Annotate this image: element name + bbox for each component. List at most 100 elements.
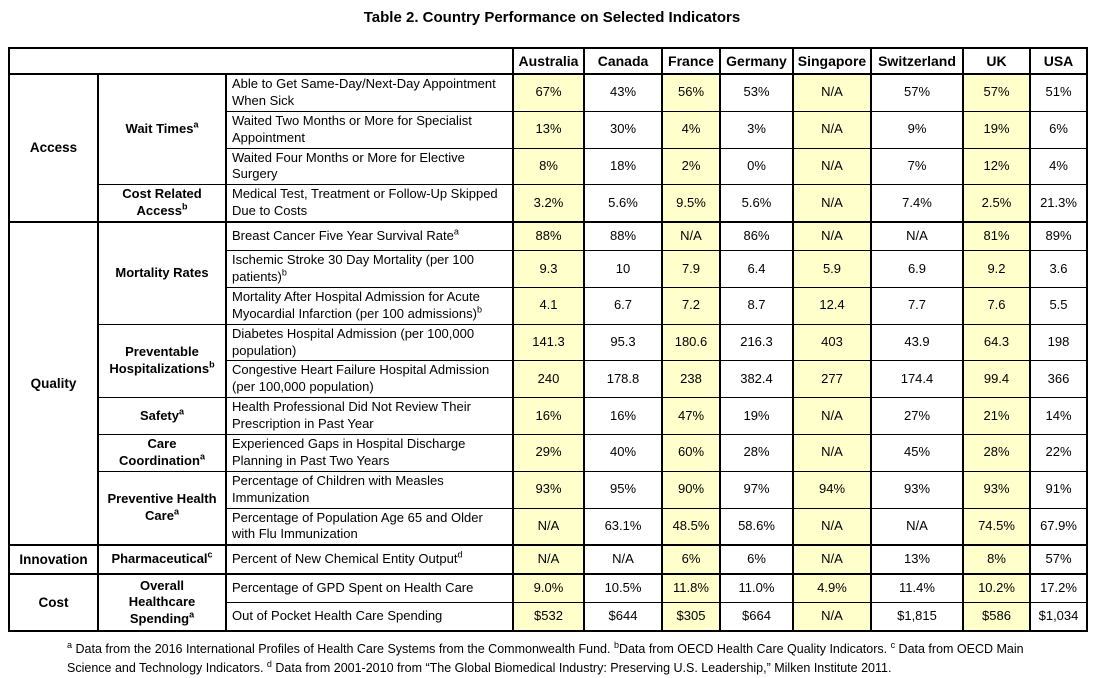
subcategory-cell: Overall Healthcare Spendinga [97,573,227,632]
indicator-cell: Waited Two Months or More for Specialist… [225,110,514,149]
value-cell-france: 7.2 [661,286,721,325]
table-row: Access Wait Timesa Able to Get Same-Day/Ne… [8,72,1088,223]
value-cell-germany: 8.7 [719,286,794,325]
value-cell-australia: 67% [512,72,585,112]
value-cell-germany: 382.4 [719,360,794,399]
subcategory-cell: Mortality Rates [97,221,227,325]
value-cell-australia: 29% [512,434,585,472]
value-cell-singapore: 277 [792,360,872,399]
value-cell-switzerland: 174.4 [870,360,964,399]
table-row: Waited Two Months or More for Specialist… [9,110,1088,149]
value-cell-usa: 198 [1029,323,1088,362]
value-cell-uk: 19% [962,110,1031,149]
value-cell-switzerland: 6.9 [870,250,964,288]
subcategory-cell: Preventable Hospitalizationsb [97,323,227,399]
column-header-germany: Germany [719,47,794,75]
value-cell-canada: $644 [583,602,663,632]
value-cell-france: 56% [661,72,721,112]
value-cell-usa: 89% [1029,221,1088,252]
value-cell-france: 48.5% [661,507,721,546]
value-cell-singapore: N/A [792,184,872,223]
value-cell-uk: 93% [962,470,1031,509]
value-cell-switzerland: 27% [870,397,964,436]
value-cell-canada: 10.5% [583,573,663,604]
value-cell-canada: 40% [583,434,663,472]
table-row: Preventive Health Carea Percentage of Chi… [9,470,1088,546]
column-header-uk: UK [962,47,1031,75]
value-cell-australia: 93% [512,470,585,509]
value-cell-canada: 95% [583,470,663,509]
column-header-france: France [661,47,721,75]
value-cell-germany: 5.6% [719,184,794,223]
footnote-marker: d [266,658,272,669]
value-cell-australia: 141.3 [512,323,585,362]
table-row: Percentage of Population Age 65 and Olde… [9,507,1088,546]
header-spacer [98,48,226,74]
value-cell-france: 47% [661,397,721,436]
value-cell-canada: 178.8 [583,360,663,399]
value-cell-australia: 13% [512,110,585,149]
table-row: Congestive Heart Failure Hospital Admiss… [9,360,1088,399]
value-cell-usa: 21.3% [1029,184,1088,223]
subcategory-cell: Wait Timesa [97,73,227,186]
value-cell-germany: 58.6% [719,507,794,546]
value-cell-singapore: 5.9 [792,250,872,288]
value-cell-switzerland: 7.4% [870,184,964,223]
value-cell-france: 7.9 [661,250,721,288]
indicator-cell: Waited Four Months or More for Elective … [225,147,514,186]
table-body: Access Wait Timesa Able to Get Same-Day/Ne… [8,72,1088,632]
value-cell-france: $305 [661,602,721,632]
value-cell-france: 6% [661,544,721,575]
value-cell-switzerland: 9% [870,110,964,149]
table-row: Waited Four Months or More for Elective … [9,147,1088,186]
value-cell-switzerland: 45% [870,434,964,472]
value-cell-usa: 5.5 [1029,286,1088,325]
value-cell-usa: 4% [1029,147,1088,186]
value-cell-uk: 64.3 [962,323,1031,362]
category-cell-innovation: Innovation [8,544,99,575]
indicator-cell: Percentage of Children with Measles Immu… [225,470,514,509]
value-cell-australia: 3.2% [512,184,585,223]
indicator-footnote-marker: b [476,304,482,315]
value-cell-singapore: 4.9% [792,573,872,604]
value-cell-australia: 8% [512,147,585,186]
value-cell-canada: 43% [583,72,663,112]
subcategory-footnote-marker: a [199,451,205,462]
value-cell-australia: 9.0% [512,573,585,604]
value-cell-australia: $532 [512,602,585,632]
subcategory-footnote-marker: a [179,406,185,417]
footnote-item: d Data from 2001-2010 from “The Global B… [266,658,892,675]
value-cell-switzerland: 93% [870,470,964,509]
value-cell-switzerland: 57% [870,72,964,112]
value-cell-canada: 5.6% [583,184,663,223]
header-spacer [226,48,513,74]
value-cell-singapore: N/A [792,397,872,436]
footnote-text: Data from the 2016 International Profile… [72,642,614,657]
subcategory-footnote-marker: b [209,359,215,370]
value-cell-germany: 3% [719,110,794,149]
table-row: Cost Related Accessb Medical Test, Treatm… [9,184,1088,223]
value-cell-uk: $586 [962,602,1031,632]
table-row: Innovation Pharmaceuticalc Percent of New … [8,544,1088,575]
indicator-cell: Medical Test, Treatment or Follow-Up Ski… [225,184,514,223]
indicator-cell: Percent of New Chemical Entity Outputd [225,544,514,575]
value-cell-canada: 88% [583,221,663,252]
subcategory-footnote-marker: b [182,201,188,212]
subcategory-footnote-marker: c [207,550,213,561]
value-cell-germany: 97% [719,470,794,509]
indicator-cell: Mortality After Hospital Admission for A… [225,286,514,325]
indicator-cell: Ischemic Stroke 30 Day Mortality (per 10… [225,250,514,288]
value-cell-usa: 366 [1029,360,1088,399]
subcategory-cell: Safetya [97,397,227,436]
indicator-cell: Out of Pocket Health Care Spending [225,602,514,632]
indicator-cell: Experienced Gaps in Hospital Discharge P… [225,434,514,472]
footnote-marker: b [613,640,619,651]
value-cell-canada: 30% [583,110,663,149]
indicator-footnote-marker: a [453,226,459,237]
value-cell-canada: 95.3 [583,323,663,362]
value-cell-france: 2% [661,147,721,186]
value-cell-switzerland: 7.7 [870,286,964,325]
indicator-cell: Breast Cancer Five Year Survival Ratea [225,221,514,252]
value-cell-usa: 22% [1029,434,1088,472]
